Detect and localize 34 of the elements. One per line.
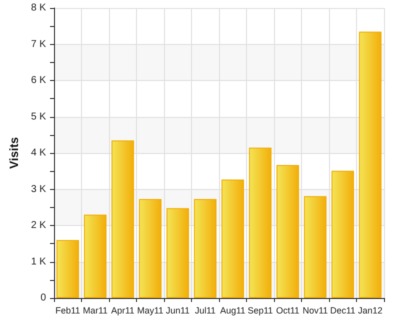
bar	[358, 32, 382, 298]
x-tick-label: Sep11	[248, 306, 273, 316]
x-tick-label: Oct11	[276, 306, 300, 316]
bar	[138, 199, 162, 298]
x-tick-label: Nov11	[302, 306, 328, 316]
bar	[221, 179, 244, 298]
y-tick-label: 0	[40, 292, 46, 304]
y-tick-label: 5 K	[30, 111, 46, 122]
y-axis-title: Visits	[7, 136, 21, 169]
x-tick-label: May11	[137, 306, 164, 316]
x-tick-label: Jul11	[194, 306, 216, 316]
x-tick-label: Aug11	[220, 306, 246, 316]
y-tick-label: 8 K	[30, 2, 46, 14]
bar	[248, 148, 272, 298]
x-tick-label: Dec11	[330, 306, 356, 316]
bar	[84, 214, 107, 298]
x-tick-label: Apr11	[111, 306, 134, 316]
bar	[194, 199, 217, 298]
y-tick-label: 7 K	[30, 38, 46, 50]
bar	[276, 164, 300, 298]
bar	[56, 240, 80, 298]
x-tick-label: Jan12	[358, 306, 383, 316]
bar	[111, 140, 134, 298]
bar	[304, 196, 327, 298]
y-tick-label: 3 K	[30, 184, 46, 195]
bar	[331, 170, 354, 298]
y-tick-label: 4 K	[30, 148, 46, 158]
y-tick-label: 6 K	[30, 75, 46, 86]
y-tick-label: 1 K	[30, 256, 46, 268]
x-tick-label: Feb11	[55, 306, 80, 316]
bar	[166, 208, 190, 298]
y-tick-label: 2 K	[30, 220, 46, 231]
x-tick-label: Jun11	[166, 306, 190, 316]
x-tick-label: Mar11	[82, 306, 108, 316]
